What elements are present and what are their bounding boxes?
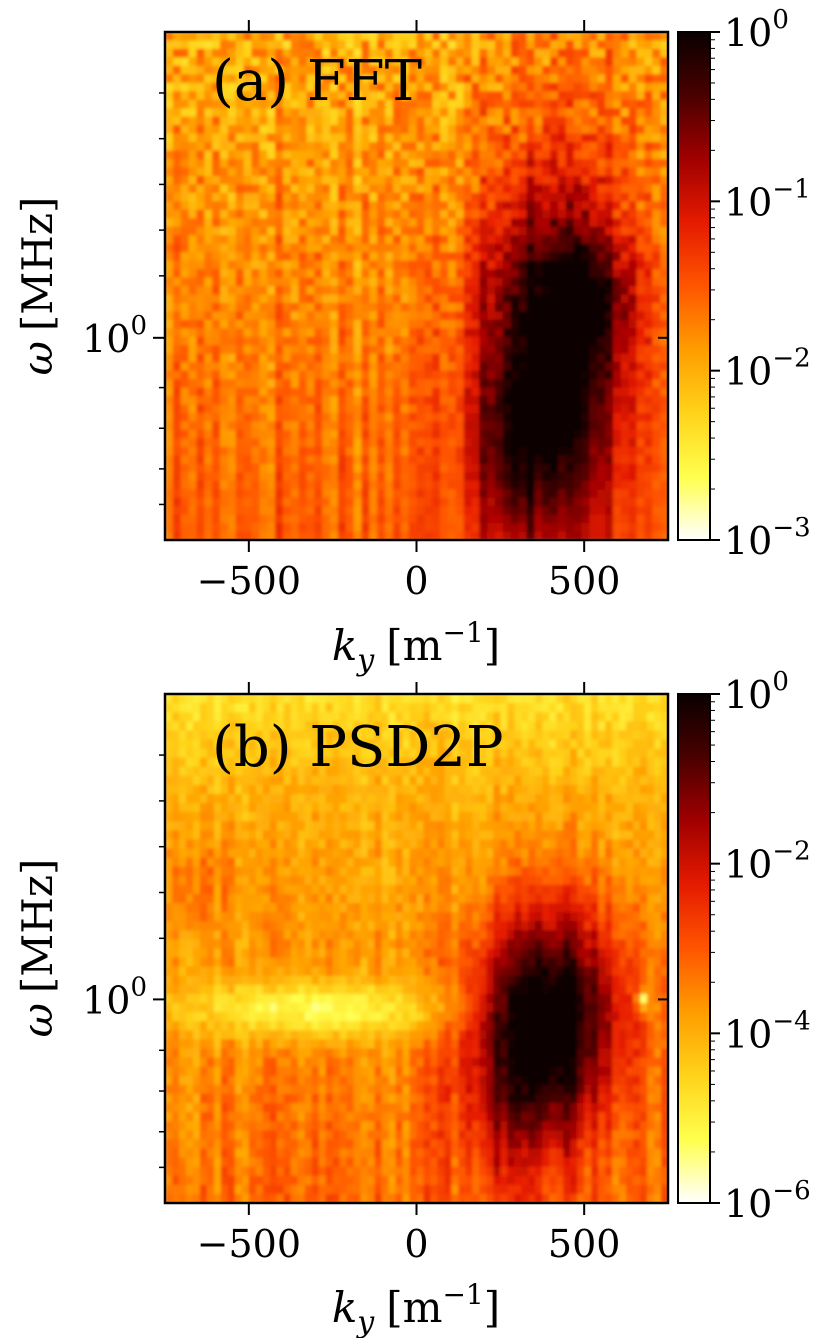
x-tick-label: −500: [197, 1222, 301, 1266]
x-tick-label: 500: [548, 559, 621, 603]
colorbar-ticks-a: 100 10−1 10−2 10−3: [710, 5, 811, 563]
panel-a-fft: (a) FFT −500 0 500 100 ky [m−1] ω[MHz] 1001…: [13, 5, 811, 678]
y-ticks-b: 100: [82, 754, 668, 1169]
colorbar-tick-label: 10−1: [724, 174, 811, 224]
colorbar-tick-label: 100: [724, 5, 789, 55]
colorbar-tick-label: 100: [724, 667, 789, 717]
colorbar-frame-a: [677, 31, 711, 541]
colorbar-tick-label: 10−4: [724, 1006, 811, 1056]
panel-label-a: (a) FFT: [212, 49, 422, 114]
colorbar-ticks-b: 100 10−2 10−4 10−6: [710, 667, 811, 1226]
panel-b-psd2p: (b) PSD2P −500 0 500 100 ky [m−1] ω[MHz] 10…: [13, 667, 811, 1338]
x-axis-label-b: ky [m−1]: [332, 1278, 500, 1338]
colorbar-a: [678, 32, 710, 540]
heatmap-a: [165, 32, 668, 540]
y-ticks-a: 100: [82, 92, 668, 506]
y-tick-label: 100: [82, 972, 147, 1022]
colorbar-frame-b: [677, 693, 711, 1204]
colorbar-tick-label: 10−6: [724, 1176, 811, 1226]
x-tick-label: −500: [197, 559, 301, 603]
heatmap-b: [165, 694, 668, 1203]
x-tick-label: 0: [404, 559, 428, 603]
x-tick-label: 0: [404, 1222, 428, 1266]
x-axis-label-a: ky [m−1]: [332, 616, 500, 678]
colorbar-tick-label: 10−3: [724, 513, 811, 563]
colorbar-b: [678, 694, 710, 1203]
colorbar-tick-label: 10−2: [724, 837, 811, 887]
x-ticks-a: −500 0 500: [197, 20, 621, 603]
y-tick-label: 100: [82, 311, 147, 361]
colorbar-tick-label: 10−2: [724, 344, 811, 394]
y-axis-label-b: ω[MHz]: [13, 859, 62, 1038]
panel-label-b: (b) PSD2P: [212, 715, 504, 780]
x-tick-label: 500: [548, 1222, 621, 1266]
y-axis-label-a: ω[MHz]: [13, 197, 62, 376]
x-ticks-b: −500 0 500: [197, 682, 621, 1266]
